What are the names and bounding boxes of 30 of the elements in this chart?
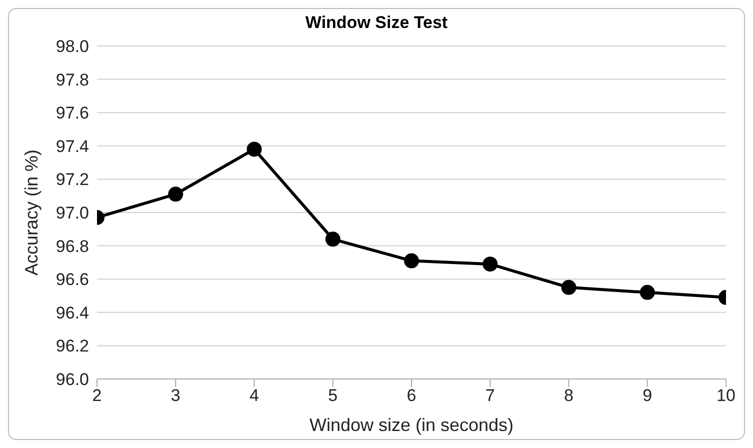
x-tick-label: 3	[170, 386, 180, 406]
chart-title: Window Size Test	[304, 13, 449, 33]
x-tick-label: 9	[642, 386, 652, 406]
y-tick-label: 97.0	[56, 204, 89, 223]
y-tick-label: 96.6	[56, 270, 89, 290]
x-tick-label: 6	[406, 386, 416, 406]
y-tick-label: 97.4	[56, 136, 89, 156]
y-tick-label: 96.0	[56, 370, 89, 390]
x-tick-label: 8	[564, 386, 574, 406]
y-tick-label: 96.2	[56, 336, 89, 356]
x-tick-label: 5	[328, 386, 338, 406]
point	[482, 256, 498, 272]
y-tick-label: 97.2	[56, 170, 89, 190]
point	[168, 186, 184, 202]
point	[640, 284, 655, 300]
point	[325, 232, 340, 247]
y-tick-label: 97.8	[56, 70, 89, 90]
x-tick-label: 10	[716, 386, 736, 406]
y-tick-label: 97.6	[56, 104, 89, 123]
x-tick-label: 7	[485, 386, 495, 406]
y-axis-title: Accuracy (in %)	[21, 149, 42, 276]
y-tick-label: 96.8	[56, 236, 89, 256]
y-tick-label: 98.0	[56, 37, 89, 56]
point	[404, 253, 419, 268]
point	[561, 280, 576, 295]
y-tick-label: 96.4	[56, 303, 89, 322]
x-axis-title: Window size (in seconds)	[309, 415, 514, 435]
point	[246, 142, 262, 157]
x-tick-label: 4	[250, 386, 259, 406]
x-tick-label: 2	[92, 386, 102, 406]
